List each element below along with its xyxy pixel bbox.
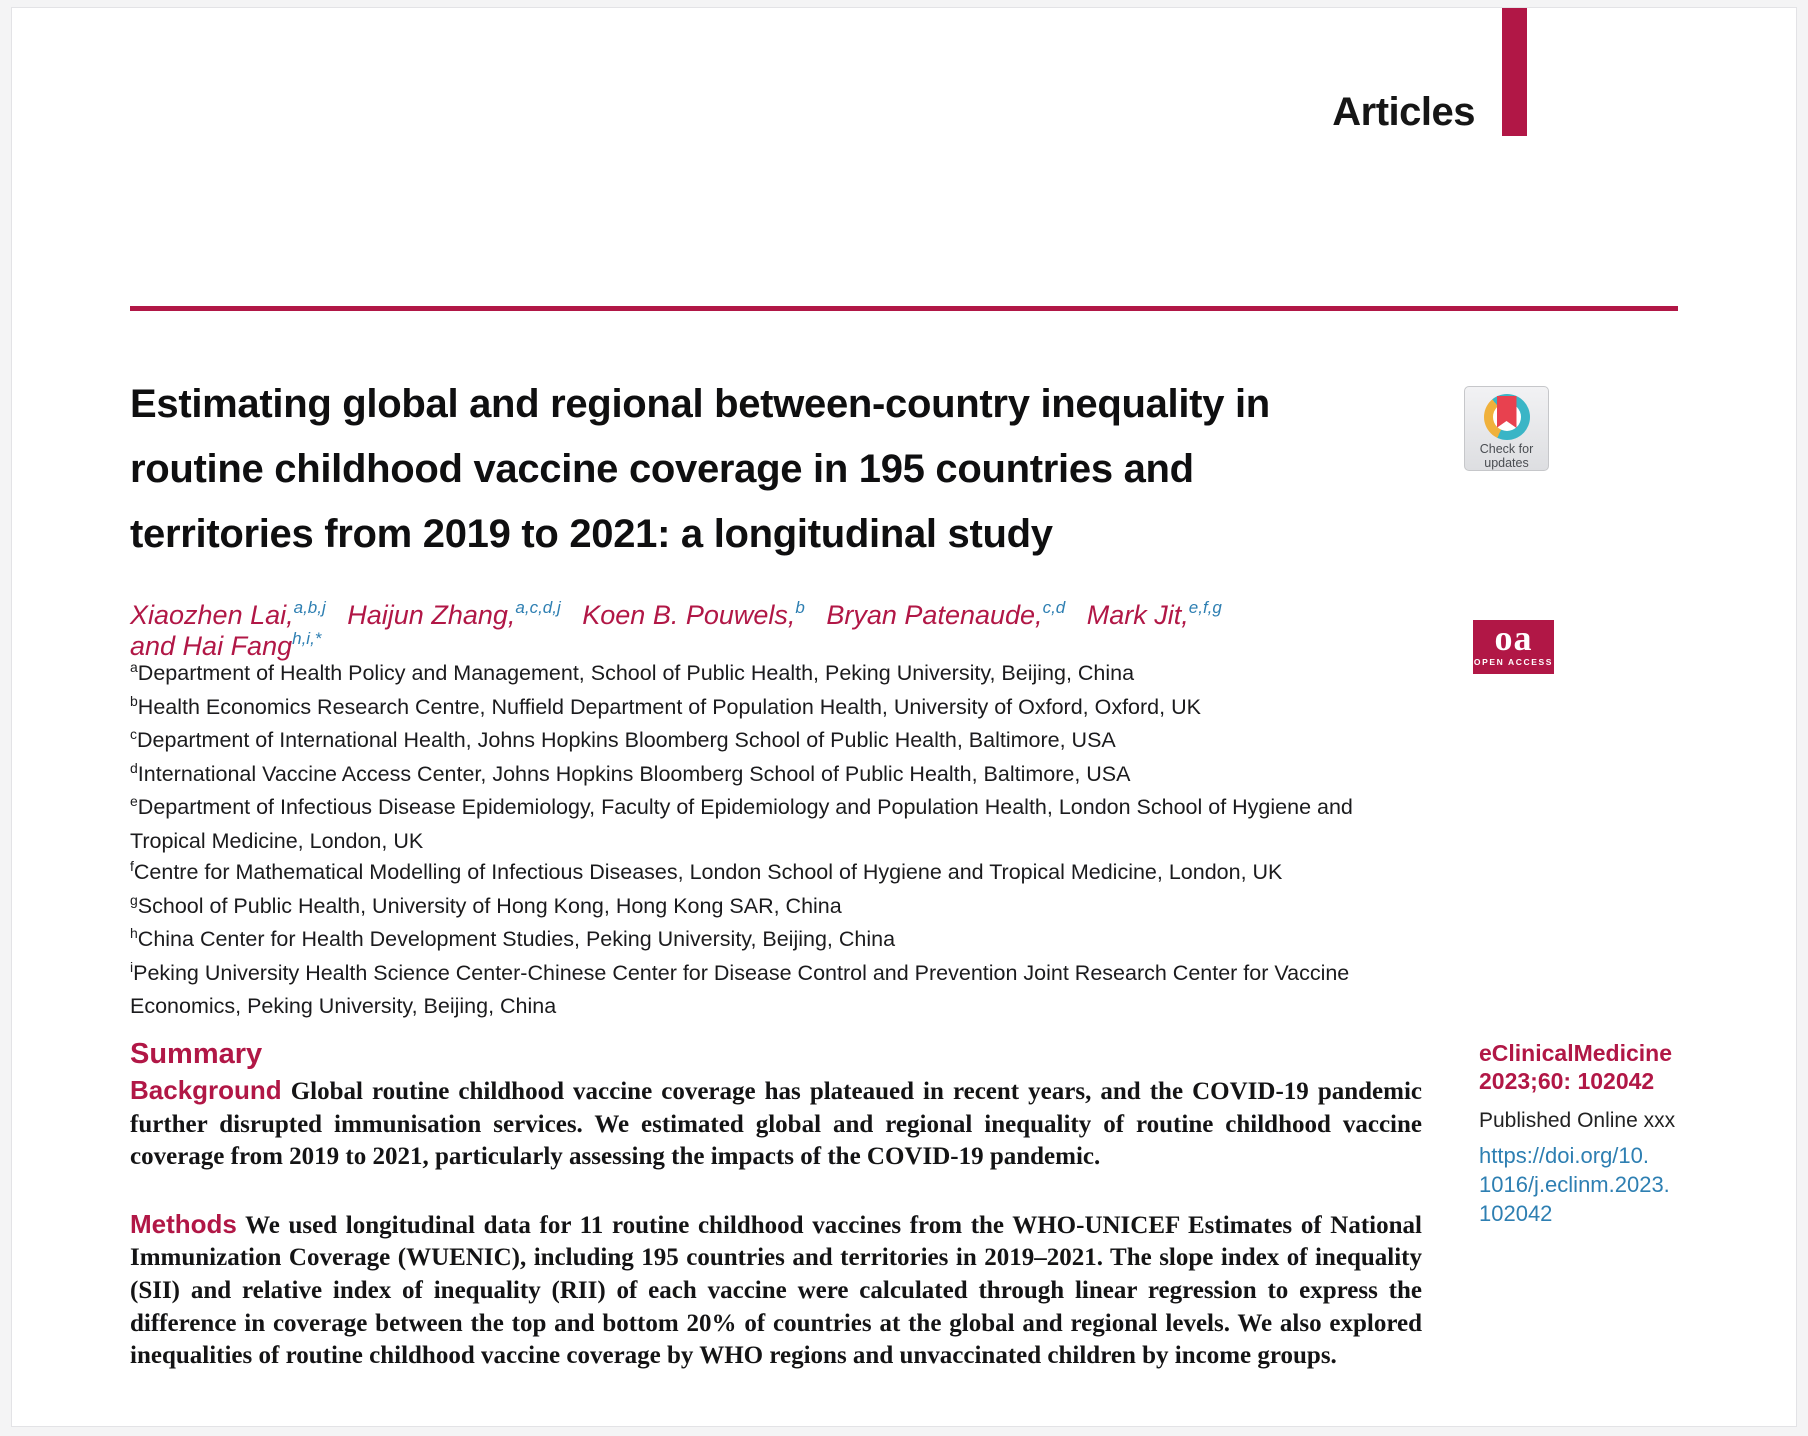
affiliation-superscript: d — [130, 759, 138, 776]
author: Bryan Patenaude,c,d — [826, 598, 1066, 630]
author-affiliation-superscript: a,c,d,j — [515, 598, 561, 617]
affiliation-text: Centre for Mathematical Modelling of Inf… — [133, 860, 1283, 884]
affiliation-entry: bHealth Economics Research Centre, Nuffi… — [130, 692, 1428, 726]
affiliation-superscript: i — [130, 958, 134, 975]
summary-body: Background Global routine childhood vacc… — [130, 1074, 1422, 1407]
authors-line: Xiaozhen Lai,a,b,j Haijun Zhang,a,c,d,j … — [130, 598, 1430, 662]
paragraph-text: We used longitudinal data for 11 routine… — [130, 1211, 1422, 1370]
paragraph-text: Global routine childhood vaccine coverag… — [130, 1078, 1422, 1171]
published-online-note: Published Online xxx — [1479, 1109, 1676, 1132]
articles-corner-bar — [1502, 8, 1527, 136]
affiliation-text: China Center for Health Development Stud… — [137, 927, 896, 951]
author-name: Koen B. Pouwels, — [582, 600, 796, 630]
summary-paragraph: Background Global routine childhood vacc… — [130, 1074, 1422, 1174]
section-label-articles: Articles — [1332, 90, 1475, 134]
author-affiliation-superscript: e,f,g — [1188, 598, 1222, 617]
bookmark-icon — [1496, 396, 1517, 428]
affiliation-text: Health Economics Research Centre, Nuffie… — [137, 694, 1201, 719]
author-name: Haijun Zhang, — [347, 600, 516, 630]
affiliation-entry: eDepartment of Infectious Disease Epidem… — [130, 792, 1428, 857]
affiliation-superscript: c — [130, 726, 137, 742]
author-affiliation-superscript: h,i,* — [292, 629, 322, 648]
affiliation-superscript: b — [130, 692, 138, 709]
affiliation-superscript: a — [130, 659, 138, 675]
author-affiliation-superscript: a,b,j — [293, 598, 326, 617]
check-updates-caption-line1: Check for — [1479, 442, 1534, 456]
affiliation-text: Department of Health Policy and Manageme… — [137, 661, 1135, 685]
crimson-divider-rule — [130, 306, 1678, 311]
author-affiliation-superscript: b — [795, 598, 805, 617]
author-name: Xiaozhen Lai, — [130, 600, 294, 630]
affiliation-text: International Vaccine Access Center, Joh… — [137, 761, 1131, 786]
article-title: Estimating global and regional between-c… — [130, 382, 1270, 556]
affiliation-superscript: g — [130, 891, 138, 908]
author: Haijun Zhang,a,c,d,j — [347, 598, 561, 630]
summary-paragraph: Methods We used longitudinal data for 11… — [130, 1208, 1422, 1373]
affiliation-entry: cDepartment of International Health, Joh… — [130, 725, 1428, 759]
affiliations-list: aDepartment of Health Policy and Managem… — [130, 658, 1428, 1023]
journal-reference-block: eClinicalMedicine 2023;60: 102042 Publis… — [1479, 1039, 1694, 1228]
author: and Hai Fangh,i,* — [130, 629, 322, 661]
affiliation-entry: fCentre for Mathematical Modelling of In… — [130, 857, 1428, 891]
journal-citation: 2023;60: 102042 — [1479, 1068, 1655, 1094]
author-name: and Hai Fang — [130, 631, 293, 661]
affiliation-entry: gSchool of Public Health, University of … — [130, 891, 1428, 925]
affiliation-entry: iPeking University Health Science Center… — [130, 958, 1428, 1023]
paragraph-label: Methods — [130, 1208, 237, 1239]
author-name: Bryan Patenaude, — [826, 600, 1043, 630]
paper-sheet — [11, 7, 1797, 1427]
check-for-updates-badge[interactable]: Check for updates — [1464, 386, 1549, 471]
check-updates-caption-line2: updates — [1484, 456, 1529, 470]
affiliation-superscript: f — [130, 858, 134, 874]
affiliation-superscript: h — [130, 925, 138, 941]
author: Mark Jit,e,f,g — [1086, 598, 1222, 630]
affiliation-entry: hChina Center for Health Development Stu… — [130, 924, 1428, 958]
author-name: Mark Jit, — [1086, 600, 1189, 630]
open-access-label: OPEN ACCESS — [1473, 657, 1554, 667]
paragraph-label: Background — [130, 1075, 282, 1105]
open-access-logo: oa OPEN ACCESS — [1473, 620, 1554, 674]
affiliation-text: Department of Infectious Disease Epidemi… — [130, 795, 1353, 853]
author: Xiaozhen Lai,a,b,j — [130, 598, 326, 630]
affiliation-entry: aDepartment of Health Policy and Managem… — [130, 658, 1428, 692]
check-updates-caption: Check for updates — [1465, 442, 1548, 470]
affiliation-text: Department of International Health, John… — [137, 728, 1116, 752]
affiliation-entry: dInternational Vaccine Access Center, Jo… — [130, 759, 1428, 793]
open-access-abbr: oa — [1494, 618, 1533, 658]
author-affiliation-superscript: c,d — [1042, 598, 1066, 617]
author: Koen B. Pouwels,b — [582, 598, 805, 630]
affiliation-text: Peking University Health Science Center-… — [130, 960, 1350, 1019]
affiliation-text: School of Public Health, University of H… — [137, 893, 842, 918]
journal-name: eClinicalMedicine — [1479, 1040, 1673, 1066]
affiliation-superscript: e — [130, 793, 138, 809]
doi-link[interactable]: https://doi.org/10. 1016/j.eclinm.2023. … — [1479, 1143, 1670, 1226]
summary-heading: Summary — [130, 1038, 263, 1070]
check-updates-icon — [1483, 394, 1530, 440]
